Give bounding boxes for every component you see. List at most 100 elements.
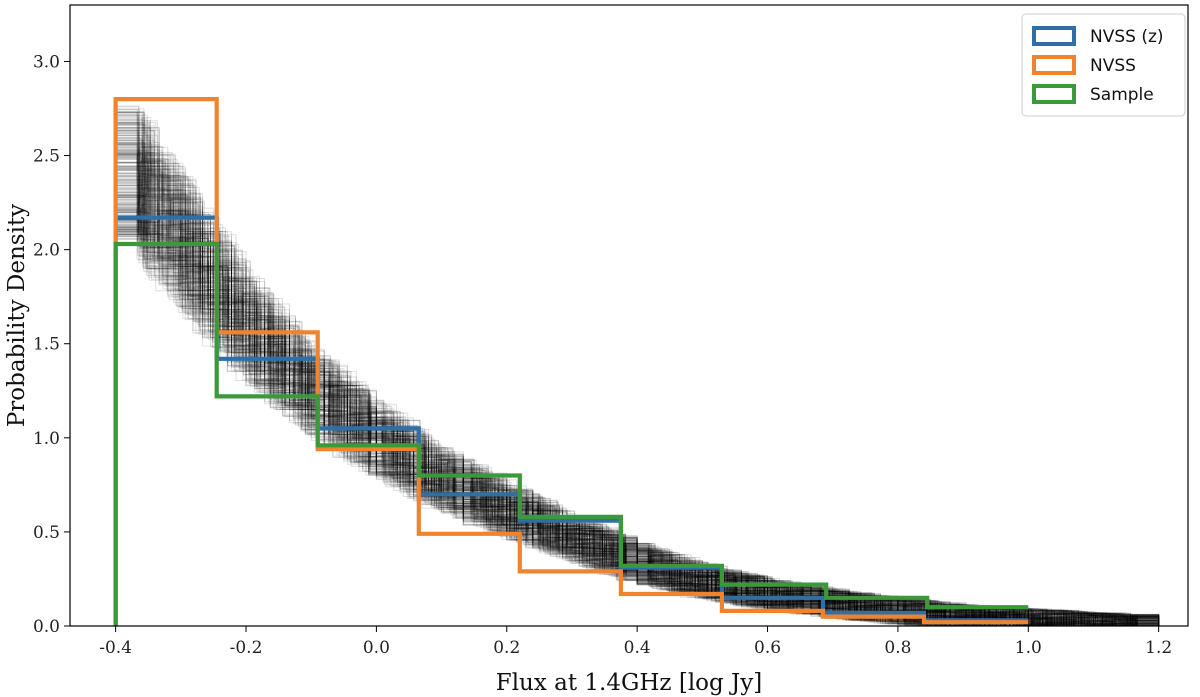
bootstrap-histogram [115,108,1159,627]
bootstrap-histogram [115,211,1159,627]
bootstrap-histogram [115,175,1160,626]
bootstrap-histogram [115,169,1159,627]
bootstrap-histogram [115,188,1160,627]
legend-swatch [1032,84,1076,104]
bootstrap-histogram [115,140,1159,627]
bootstrap-histograms [115,105,1160,627]
bootstrap-histogram [115,127,1160,627]
legend-label: NVSS [1090,56,1136,76]
bootstrap-histogram [115,231,1160,627]
x-tick-label: -0.4 [99,638,132,658]
bootstrap-histogram [115,157,1160,627]
series-step-line [113,241,1029,626]
y-axis-label: Probability Density [4,204,30,427]
bootstrap-histogram [115,142,1159,627]
bootstrap-histogram [115,112,1159,627]
plot-frame [69,4,1189,627]
bootstrap-histogram [115,179,1159,627]
bootstrap-histogram [115,195,1159,627]
y-tick-label: 3.0 [33,52,60,72]
x-tick-label: 0.2 [493,638,520,658]
x-tick-label: 0.0 [363,638,390,658]
bootstrap-histogram [115,215,1160,627]
bootstrap-histogram [115,133,1160,627]
bootstrap-histogram [115,178,1160,627]
bootstrap-histogram [115,201,1160,627]
x-tick-label: -0.2 [230,638,263,658]
bootstrap-histogram [115,106,1159,627]
bootstrap-histogram [115,211,1159,627]
legend-label: Sample [1090,85,1154,105]
bootstrap-histogram [115,154,1159,627]
y-tick-label: 0.0 [33,617,60,637]
histogram-series [113,97,1029,626]
bootstrap-histogram [115,174,1160,627]
bootstrap-histogram [115,180,1160,627]
bootstrap-histogram [115,226,1159,627]
bootstrap-histogram [115,149,1159,627]
bootstrap-histogram [115,114,1160,627]
y-tick-label: 0.5 [33,523,60,543]
bootstrap-histogram [115,143,1160,627]
y-tick-label: 1.0 [33,429,60,449]
bootstrap-histogram [115,146,1160,627]
bootstrap-histogram [115,136,1159,627]
bootstrap-histogram [115,185,1159,627]
bootstrap-histogram [115,162,1159,627]
bootstrap-histogram [115,175,1159,627]
x-tick-label: 1.0 [1015,638,1042,658]
bootstrap-histogram [115,189,1160,627]
x-tick-label: 0.4 [624,638,651,658]
bootstrap-histogram [115,193,1160,627]
bootstrap-histogram [115,111,1160,626]
bootstrap-histogram [115,122,1160,626]
bootstrap-histogram [115,208,1160,627]
y-tick-label: 2.0 [33,241,60,261]
bootstrap-histogram [115,135,1159,627]
bootstrap-histogram [115,171,1160,627]
bootstrap-histogram [115,127,1159,627]
bootstrap-histogram [115,118,1160,627]
bootstrap-histogram [115,192,1159,627]
bootstrap-histogram [115,232,1160,627]
bootstrap-histogram [115,129,1159,627]
bootstrap-histogram [115,189,1160,627]
bootstrap-histogram [115,158,1159,627]
y-axis: 0.0 0.5 1.0 1.5 2.0 2.5 3.0 [33,52,70,637]
bootstrap-histogram [115,117,1160,627]
legend-label: NVSS (z) [1090,27,1164,47]
bootstrap-histogram [115,154,1159,627]
bootstrap-histogram [115,115,1159,627]
x-tick-label: 0.8 [884,638,911,658]
bootstrap-histogram [115,120,1159,627]
bootstrap-histogram [115,138,1160,627]
x-axis-label: Flux at 1.4GHz [log Jy] [496,670,763,696]
bootstrap-histogram [115,123,1160,627]
bootstrap-histogram [115,145,1159,627]
legend-box [1021,13,1186,117]
legend-swatch [1032,55,1076,75]
bootstrap-histogram [115,176,1160,627]
bootstrap-histogram [115,202,1160,626]
bootstrap-histogram [115,127,1159,627]
bootstrap-histogram [115,225,1160,627]
bootstrap-histogram [115,142,1160,627]
bootstrap-histogram [115,195,1160,627]
bootstrap-histogram [115,194,1160,627]
bootstrap-histogram [115,183,1160,627]
bootstrap-histogram [115,191,1159,627]
y-tick-label: 1.5 [33,335,60,355]
bootstrap-histogram [115,122,1159,627]
bootstrap-histogram [115,220,1159,627]
bootstrap-histogram [115,153,1160,627]
bootstrap-histogram [115,222,1159,627]
bootstrap-histogram [115,198,1159,627]
legend-swatch [1032,26,1076,46]
legend: NVSS (z) NVSS Sample [1021,13,1186,117]
bootstrap-histogram [115,194,1159,627]
bootstrap-histogram [115,153,1160,627]
bootstrap-histogram [115,178,1160,627]
bootstrap-histogram [115,227,1159,627]
bootstrap-histogram [115,207,1160,627]
